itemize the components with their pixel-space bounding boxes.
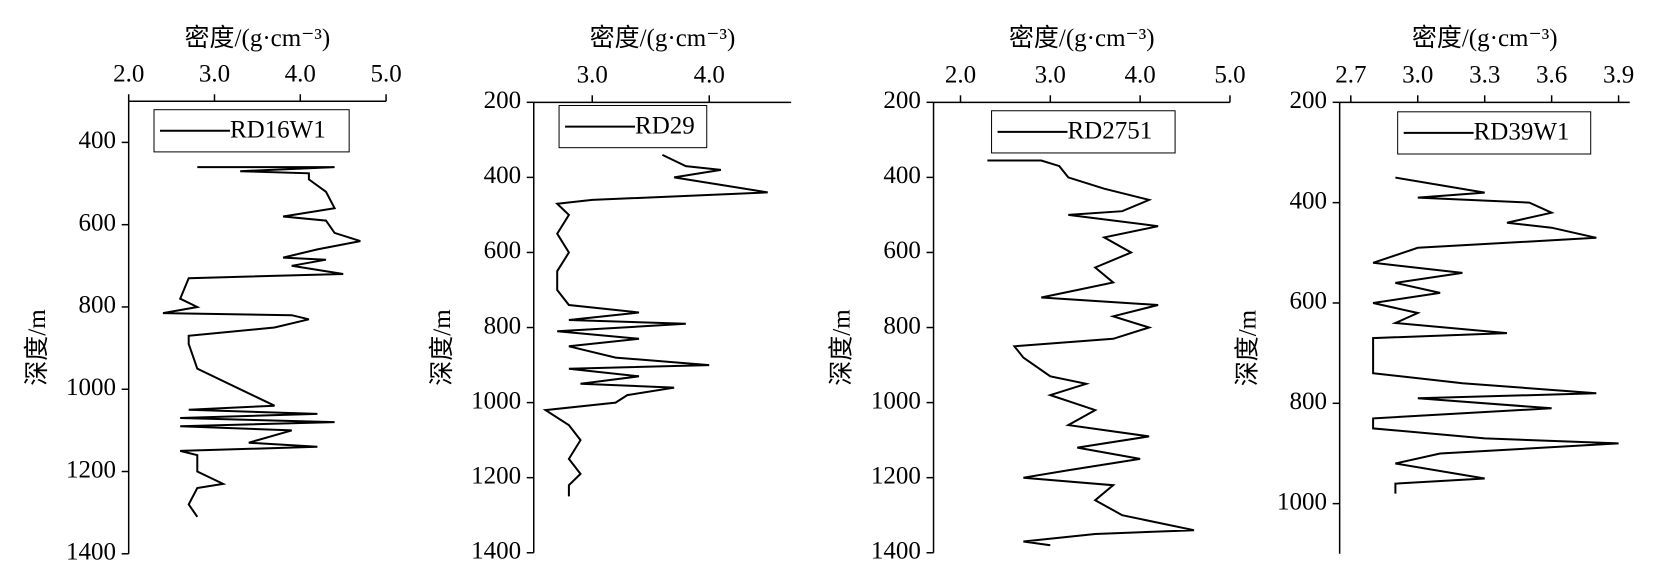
y-tick-label: 1200 (66, 456, 116, 483)
y-tick-label: 800 (883, 312, 921, 339)
y-tick-label: 1000 (66, 374, 116, 401)
legend-label: RD29 (635, 112, 695, 139)
x-tick-label: 3.9 (1603, 62, 1634, 89)
x-tick-label: 4.0 (285, 61, 316, 88)
panel: 密度/(g·cm⁻³) 深度/m 3.0 4.0 200 400 600 800 1000 120… (428, 24, 792, 564)
x-tick-label: 2.0 (945, 62, 976, 89)
density-line (542, 153, 768, 497)
y-tick-label: 1400 (471, 537, 521, 564)
y-tick-label: 200 (1289, 87, 1327, 114)
x-tick-label: 2.7 (1335, 62, 1366, 89)
y-tick-label: 800 (1289, 388, 1327, 415)
y-tick-label: 800 (79, 292, 117, 319)
y-axis-title: 深度/m (1234, 309, 1262, 386)
x-tick-label: 3.0 (1035, 62, 1066, 89)
y-tick-label: 800 (484, 312, 522, 339)
y-tick-label: 400 (883, 162, 921, 189)
y-tick-label: 1400 (871, 537, 921, 564)
legend-label: RD16W1 (230, 117, 326, 144)
y-axis-title: 深度/m (428, 309, 456, 386)
x-axis-title: 密度/(g·cm⁻³) (1412, 24, 1558, 52)
y-axis-title: 深度/m (23, 309, 51, 386)
x-axis-title: 密度/(g·cm⁻³) (185, 24, 331, 52)
y-axis-title: 深度/m (828, 309, 856, 386)
x-tick-label: 3.0 (1402, 62, 1433, 89)
x-tick-label: 2.0 (113, 61, 144, 88)
density-line (1372, 176, 1619, 494)
y-tick-label: 200 (484, 87, 522, 114)
x-axis-title: 密度/(g·cm⁻³) (590, 24, 736, 52)
x-tick-label: 5.0 (370, 61, 401, 88)
x-axis-title: 密度/(g·cm⁻³) (1009, 24, 1155, 52)
x-tick-label: 3.0 (577, 62, 608, 89)
y-tick-label: 1000 (871, 387, 921, 414)
y-tick-label: 600 (79, 209, 117, 236)
y-tick-label: 400 (1289, 187, 1327, 214)
x-tick-label: 3.0 (199, 61, 230, 88)
legend-label: RD39W1 (1474, 119, 1570, 146)
panel: 密度/(g·cm⁻³) 深度/m 2.0 3.0 4.0 5.0 400 600 800 1000… (23, 24, 402, 566)
y-tick-label: 1400 (66, 539, 116, 566)
density-line (987, 159, 1195, 547)
x-tick-label: 5.0 (1214, 62, 1245, 89)
y-tick-label: 400 (484, 162, 522, 189)
density-line (162, 166, 361, 518)
y-tick-label: 400 (79, 127, 117, 154)
panel: 密度/(g·cm⁻³) 深度/m 2.7 3.0 3.3 3.6 3.9 200 400 600 8… (1234, 24, 1634, 554)
x-tick-label: 4.0 (1125, 62, 1156, 89)
legend-label: RD2751 (1068, 118, 1153, 145)
x-tick-label: 3.3 (1469, 62, 1500, 89)
y-tick-label: 600 (883, 237, 921, 264)
x-tick-label: 4.0 (694, 62, 725, 89)
y-tick-label: 1200 (471, 462, 521, 489)
panel: 密度/(g·cm⁻³) 深度/m 2.0 3.0 4.0 5.0 200 400 600 800 1… (828, 24, 1246, 565)
y-tick-label: 200 (883, 87, 921, 114)
x-tick-label: 3.6 (1536, 62, 1567, 89)
y-tick-label: 600 (1289, 288, 1327, 315)
y-tick-label: 600 (484, 237, 522, 264)
y-tick-label: 1200 (871, 462, 921, 489)
y-tick-label: 1000 (1277, 488, 1327, 515)
y-tick-label: 1000 (471, 387, 521, 414)
